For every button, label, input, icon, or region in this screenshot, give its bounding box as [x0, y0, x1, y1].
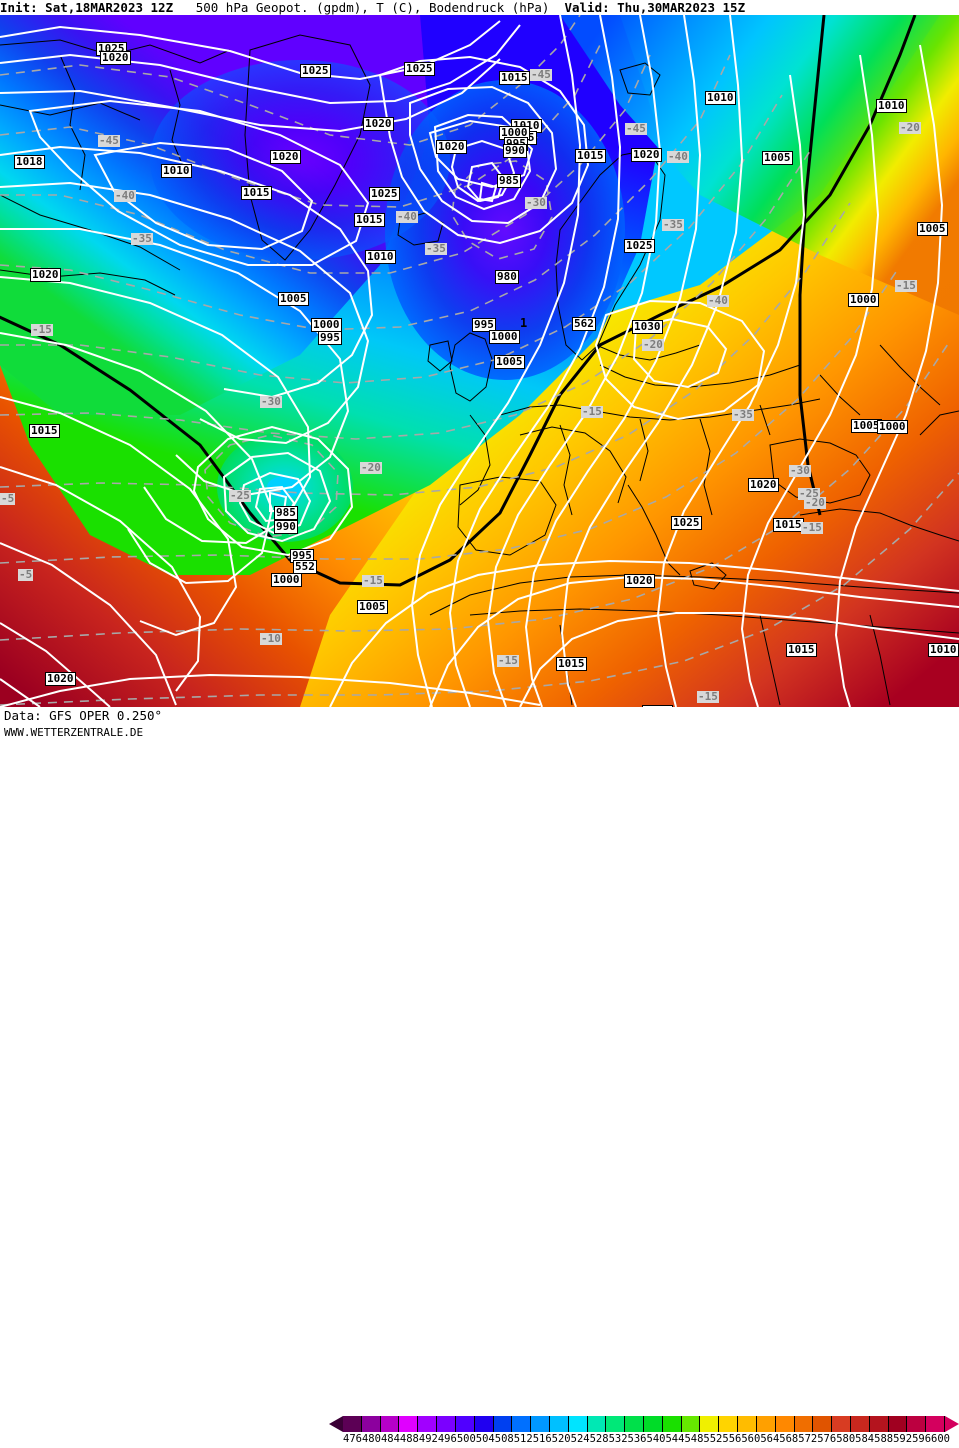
valid-label: Valid: — [564, 0, 610, 15]
color-scale-tick-label: 552 — [703, 1433, 723, 1445]
color-scale-tick-label: 500 — [456, 1433, 476, 1445]
tick-spacer — [329, 1433, 343, 1447]
color-swatch — [662, 1416, 682, 1432]
color-swatch — [399, 1416, 419, 1432]
color-swatch — [493, 1416, 513, 1432]
color-scale-tick-label: 476 — [343, 1433, 362, 1445]
color-scale-tick-label: 524 — [570, 1433, 590, 1445]
color-scale-tick-label: 540 — [646, 1433, 666, 1445]
color-swatch — [644, 1416, 663, 1432]
init-value: Sat,18MAR2023 12Z — [45, 0, 174, 15]
color-swatch — [907, 1416, 927, 1432]
color-scale-ticks: 476 480 484 488 492 496 500 504 508 512 516 520 524 5… — [329, 1433, 959, 1447]
valid-value: Thu,30MAR2023 15Z — [617, 0, 746, 15]
color-scale[interactable]: 476 480 484 488 492 496 500 504 508 512 516 520 524 5… — [329, 1416, 959, 1448]
color-swatch — [531, 1416, 550, 1432]
color-swatch — [418, 1416, 438, 1432]
color-swatch — [568, 1416, 588, 1432]
color-swatch — [625, 1416, 644, 1432]
color-scale-tick-label: 548 — [684, 1433, 704, 1445]
color-scale-tick-label: 488 — [399, 1433, 419, 1445]
map-graphic — [0, 15, 959, 707]
tick-spacer — [950, 1433, 959, 1447]
isotherm-contours — [0, 15, 959, 706]
color-swatch — [719, 1416, 739, 1432]
color-swatch — [455, 1416, 475, 1432]
color-scale-tick-label: 484 — [380, 1433, 400, 1445]
map-header: Init: Sat,18MAR2023 12Z 500 hPa Geopot. … — [0, 0, 959, 15]
color-swatch — [738, 1416, 757, 1432]
website-line: WWW.WETTERZENTRALE.DE — [4, 726, 144, 739]
geopotential-fill — [0, 15, 959, 707]
color-scale-tick-label: 504 — [475, 1433, 495, 1445]
color-scale-tick-label: 564 — [760, 1433, 780, 1445]
color-scale-under-arrow — [329, 1416, 343, 1432]
color-scale-tick-label: 520 — [551, 1433, 571, 1445]
color-scale-tick-label: 528 — [589, 1433, 609, 1445]
color-scale-tick-label: 532 — [608, 1433, 628, 1445]
color-swatch — [512, 1416, 532, 1432]
color-scale-tick-label: 580 — [836, 1433, 856, 1445]
color-scale-tick-label: 600 — [931, 1433, 950, 1445]
color-scale-swatches — [329, 1416, 959, 1432]
field-title: 500 hPa Geopot. (gpdm), T (C), Bodendruc… — [195, 0, 550, 15]
color-swatch — [794, 1416, 814, 1432]
color-swatch — [606, 1416, 626, 1432]
color-scale-tick-label: 556 — [722, 1433, 742, 1445]
color-swatch — [681, 1416, 701, 1432]
color-scale-tick-label: 576 — [817, 1433, 837, 1445]
color-swatch — [343, 1416, 362, 1432]
map-footer: Data: GFS OPER 0.250° WWW.WETTERZENTRALE.… — [0, 707, 959, 1445]
color-swatch — [850, 1416, 870, 1432]
color-swatch — [474, 1416, 494, 1432]
color-scale-over-arrow — [945, 1416, 959, 1432]
color-swatch — [380, 1416, 400, 1432]
color-swatch — [869, 1416, 889, 1432]
color-swatch — [437, 1416, 456, 1432]
isobar-contours — [0, 15, 959, 707]
color-swatch — [549, 1416, 569, 1432]
color-swatch — [813, 1416, 833, 1432]
init-label: Init: — [0, 0, 38, 15]
color-swatch — [756, 1416, 776, 1432]
color-scale-tick-label: 568 — [779, 1433, 799, 1445]
color-swatch — [700, 1416, 720, 1432]
color-swatch — [926, 1416, 945, 1432]
map-canvas[interactable]: 1025 1020 1025 1025 1015 1010 1010 1018 … — [0, 15, 959, 707]
color-swatch — [888, 1416, 908, 1432]
color-scale-tick-label: 480 — [361, 1433, 381, 1445]
color-scale-tick-label: 584 — [855, 1433, 875, 1445]
color-scale-tick-label: 516 — [532, 1433, 552, 1445]
color-scale-tick-label: 560 — [741, 1433, 761, 1445]
color-scale-tick-label: 492 — [418, 1433, 438, 1445]
color-scale-tick-label: 588 — [874, 1433, 894, 1445]
color-scale-tick-label: 596 — [912, 1433, 932, 1445]
color-swatch — [587, 1416, 607, 1432]
color-scale-tick-label: 512 — [513, 1433, 533, 1445]
color-swatch — [775, 1416, 795, 1432]
color-scale-tick-label: 544 — [665, 1433, 685, 1445]
color-swatch — [361, 1416, 381, 1432]
credit-block: Data: GFS OPER 0.250° WWW.WETTERZENTRALE.… — [4, 708, 162, 740]
color-swatch — [832, 1416, 851, 1432]
color-scale-tick-label: 572 — [798, 1433, 818, 1445]
data-source-line: Data: GFS OPER 0.250° — [4, 708, 163, 723]
color-scale-tick-label: 496 — [437, 1433, 457, 1445]
color-scale-tick-label: 508 — [494, 1433, 514, 1445]
color-scale-tick-label: 592 — [893, 1433, 913, 1445]
color-scale-tick-label: 536 — [627, 1433, 647, 1445]
